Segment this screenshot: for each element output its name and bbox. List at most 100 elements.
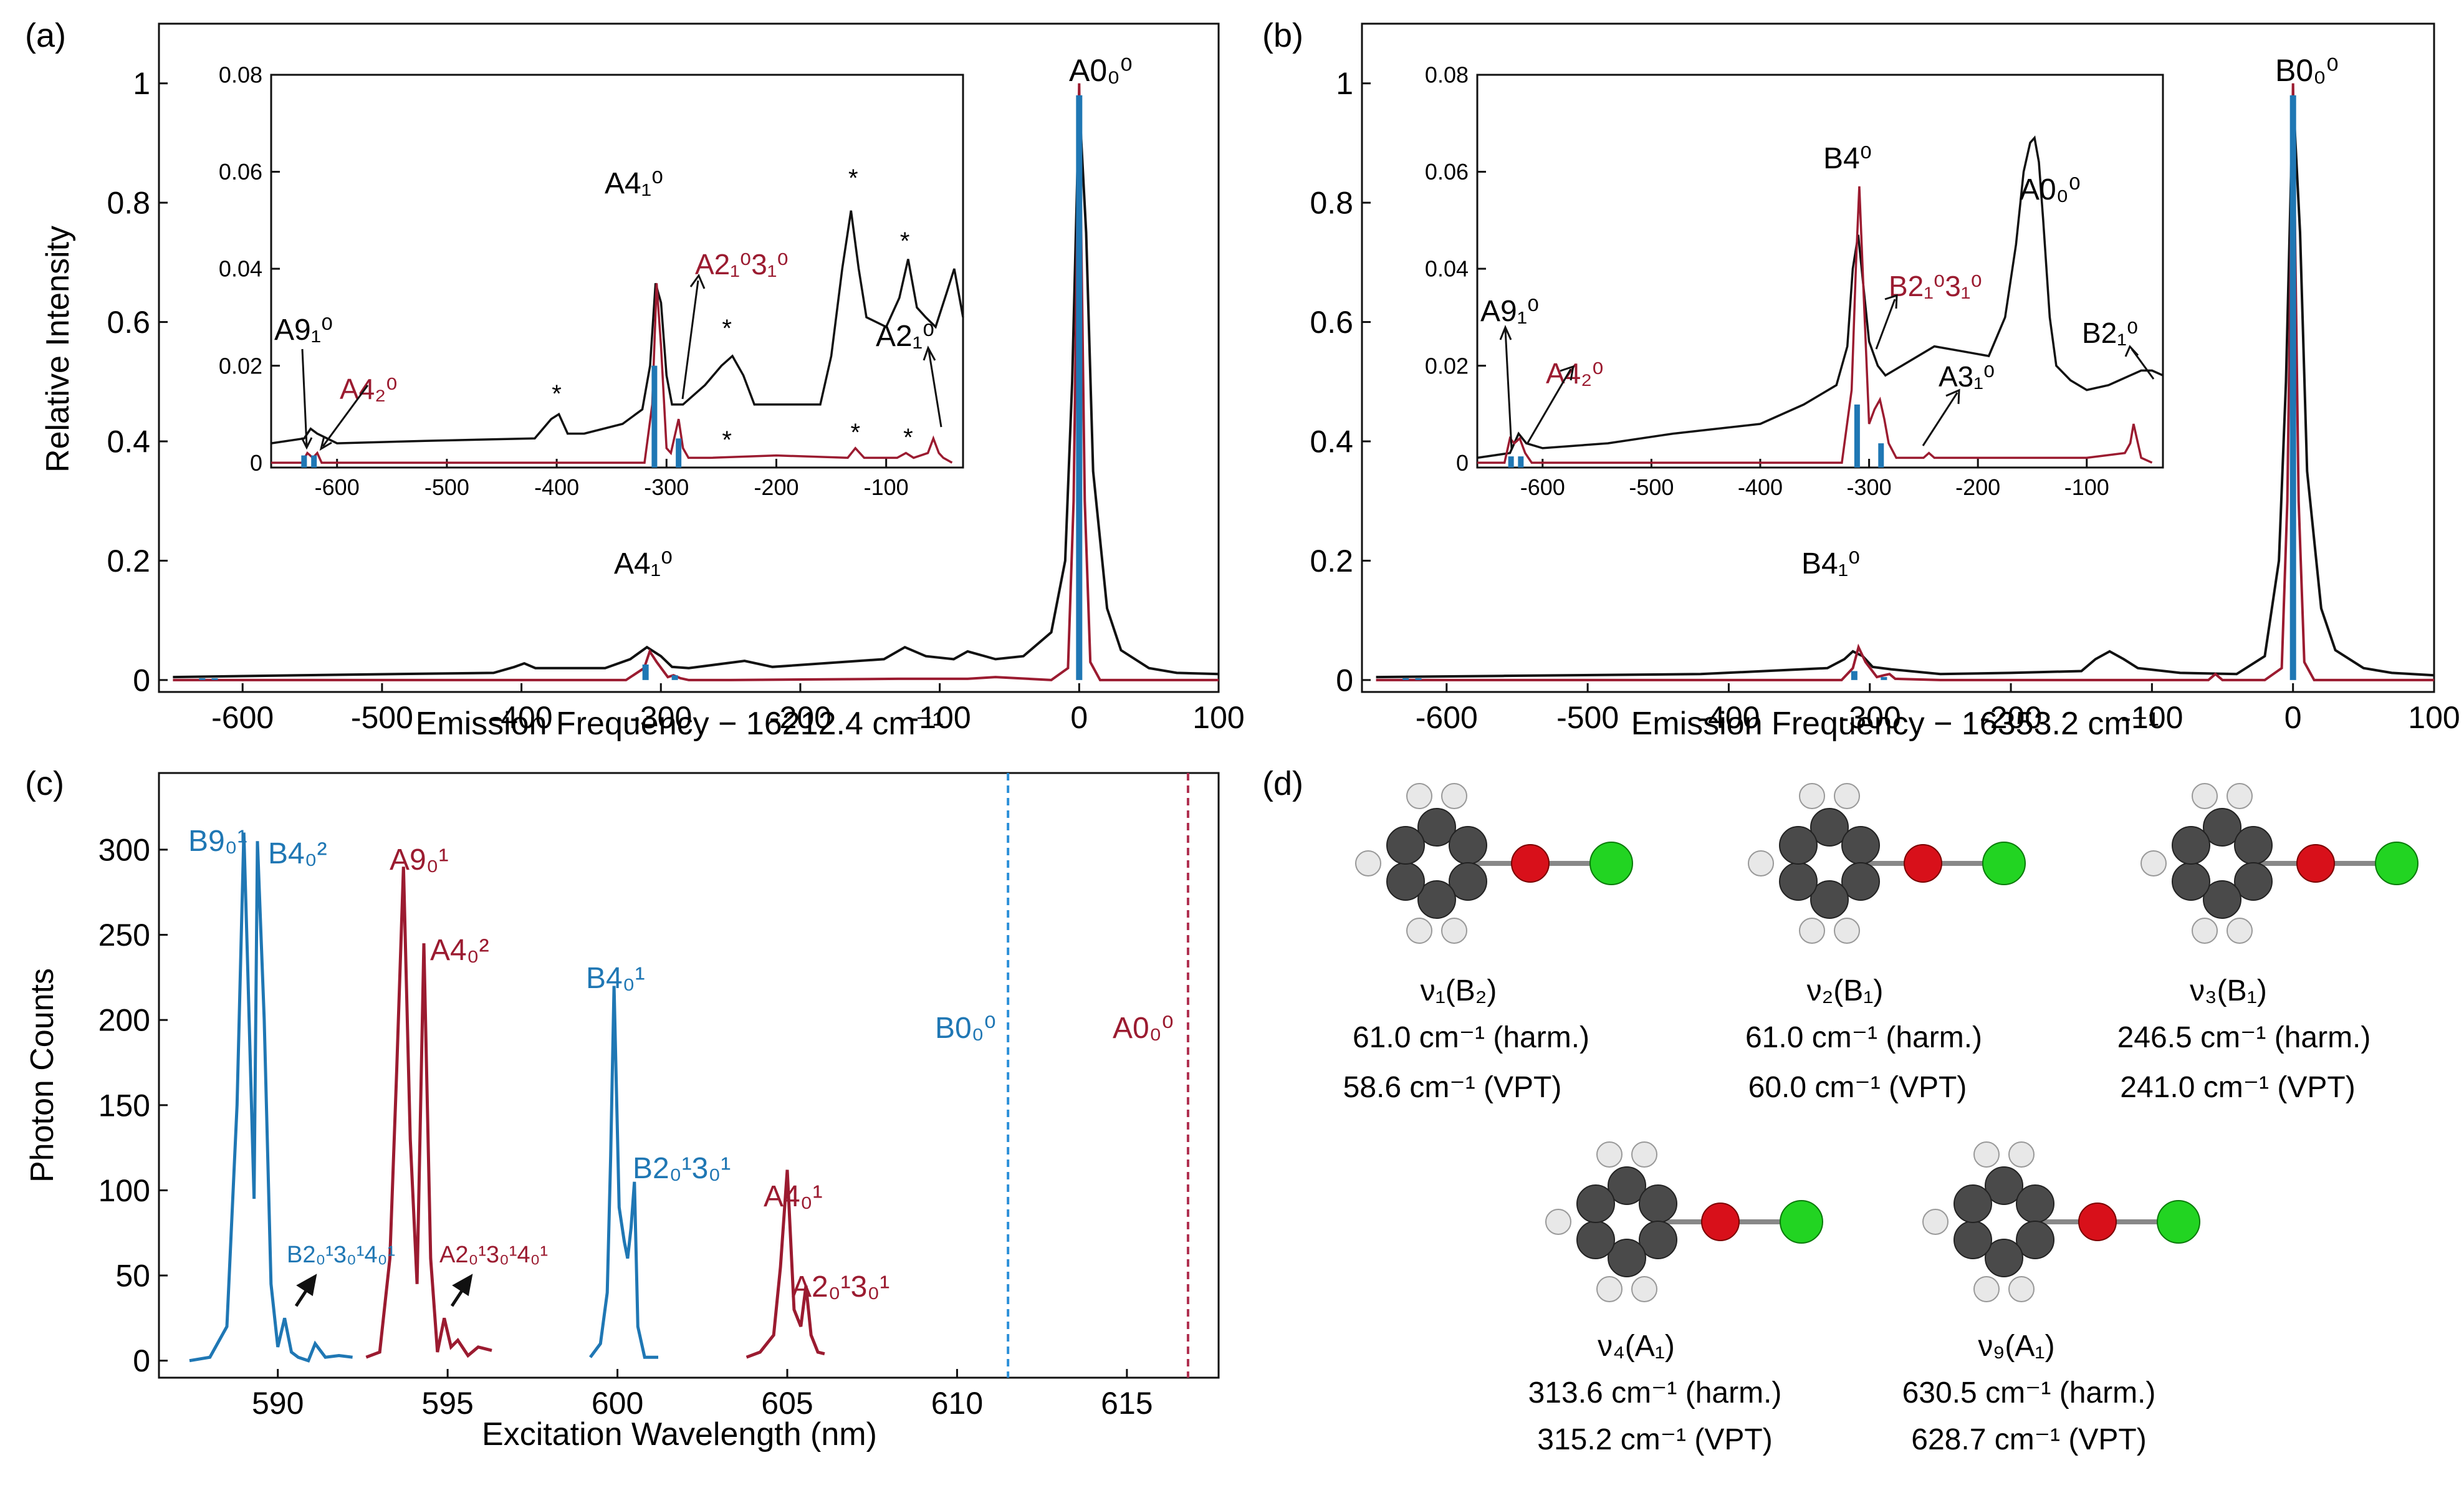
- panel-b-xtick-label: 0: [2284, 700, 2302, 735]
- c-label-b91: B9₀¹: [188, 825, 247, 858]
- panel-c-label: (c): [25, 765, 64, 802]
- chlorine-atom: [1780, 1200, 1823, 1244]
- carbon-atom: [2234, 862, 2273, 901]
- panel-b-inset-black-trace: [1477, 135, 2164, 459]
- panel-b-frame: [1361, 22, 2435, 693]
- chlorine-atom: [2375, 842, 2418, 885]
- panel-b-ytick-label: 1: [1336, 66, 1353, 101]
- panel-a-xtick-label: -200: [769, 700, 832, 735]
- panel-b-inset-xtick-label: -100: [2064, 474, 2109, 500]
- panel-c-ytick-label: 50: [115, 1259, 150, 1294]
- panel-b-ytick-label: 0.2: [1310, 544, 1353, 579]
- panel-c-ylabel: Photon Counts: [24, 968, 60, 1183]
- oxygen-atom: [1904, 844, 1942, 883]
- c-trace-a-band: [365, 867, 492, 1359]
- panel-a-inset-ytick-label: 0.08: [219, 62, 262, 88]
- carbon-atom: [1953, 1221, 1992, 1259]
- panel-a-inset-xtick-label: -400: [534, 474, 579, 500]
- mode2-vpt: 60.0 cm⁻¹ (VPT): [1748, 1071, 1967, 1104]
- panel-a-inset-ytick-label: 0.02: [219, 353, 262, 378]
- c-label-b00: B0₀⁰: [935, 1012, 996, 1045]
- panel-b-inset-xtick-label: -400: [1738, 474, 1783, 500]
- mode2-name: ν₂(B₁): [1807, 974, 1884, 1007]
- stick-marker: [1854, 404, 1860, 468]
- c-label-a234: A2₀¹3₀¹4₀¹: [439, 1242, 548, 1268]
- panel-a-inset-xtick-label: -100: [864, 474, 909, 500]
- panel-d-molecules: [1355, 783, 2418, 1302]
- molecule-3: [2140, 783, 2418, 944]
- carbon-atom: [1417, 880, 1456, 919]
- carbon-atom: [1449, 862, 1487, 901]
- mode2-harm: 61.0 cm⁻¹ (harm.): [1745, 1021, 1982, 1054]
- panel-b-xlabel: Emission Frequency − 16353.2 cm⁻¹: [1631, 706, 2159, 742]
- panel-a-ytick-label: 1: [133, 66, 150, 101]
- panel-b-xtick-label: -100: [2121, 700, 2183, 735]
- inset-a-star-annotations: * * * * * * *: [552, 165, 913, 454]
- panel-a-inset-xtick-label: -300: [644, 474, 689, 500]
- panel-b: -600 -500 -400 -300 -200 -100 0 100 0 0.2 0.4 0.6 0.…: [1310, 22, 2460, 742]
- inset-b-arrows: [1499, 294, 2155, 449]
- panel-b-inset-ytick-label: 0.08: [1425, 62, 1469, 88]
- panel-a: -600 -500 -400 -300 -200 -100 0 100 0 0.2 0.4 0.6 0.…: [40, 22, 1245, 742]
- panel-a-v4-label: A4₁⁰: [614, 547, 673, 580]
- panel-b-inset-frame: [1476, 74, 2164, 469]
- hydrogen-atom: [1834, 918, 1860, 944]
- carbon-atom: [2172, 862, 2210, 901]
- panel-c-ytick-label: 150: [98, 1088, 150, 1123]
- carbon-atom: [1810, 880, 1849, 919]
- carbon-atom: [1779, 826, 1818, 865]
- carbon-atom: [1608, 1166, 1646, 1205]
- hydrogen-atom: [1973, 1276, 2000, 1302]
- carbon-atom: [1985, 1239, 2023, 1277]
- stick-marker: [1881, 677, 1887, 680]
- panel-a-frame: [158, 22, 1220, 693]
- panel-b-ytick-label: 0.8: [1310, 186, 1353, 221]
- inset-a-arrows: [300, 273, 942, 451]
- hydrogen-atom: [2227, 918, 2253, 944]
- stick-marker: [311, 455, 317, 468]
- hydrogen-atom: [1631, 1141, 1657, 1168]
- panel-a-inset-xtick-label: -200: [754, 474, 798, 500]
- panel-c-xtick-label: 595: [421, 1386, 473, 1421]
- mode4-name: ν₄(A₁): [1598, 1330, 1675, 1363]
- panel-b-xtick-label: -500: [1556, 700, 1619, 735]
- stick-marker: [301, 455, 307, 468]
- carbon-atom: [2172, 826, 2210, 865]
- panel-b-v4-label: B4₁⁰: [1801, 547, 1860, 580]
- stick-marker: [211, 678, 218, 680]
- c-label-b234: B2₀¹3₀¹4₀¹: [287, 1242, 395, 1268]
- stick-marker: [1402, 678, 1409, 680]
- hydrogen-atom: [1596, 1141, 1623, 1168]
- c-trace-a4-band: [745, 1169, 825, 1359]
- panel-b-inset-xtick-label: -200: [1955, 474, 2000, 500]
- panel-b-xtick-label: -400: [1697, 700, 1760, 735]
- inset-b-v9-label: A9₁⁰: [1480, 295, 1539, 328]
- carbon-atom: [2203, 880, 2241, 919]
- carbon-atom: [2203, 808, 2241, 847]
- panel-a-xtick-label: 100: [1192, 700, 1244, 735]
- panel-a-inset-xtick-label: -500: [424, 474, 469, 500]
- c-trace-b4-band: [588, 986, 658, 1359]
- panel-a-inset-xtick-label: -600: [315, 474, 360, 500]
- molecule-5: [1922, 1141, 2200, 1302]
- panel-b-inset-ytick-label: 0.06: [1425, 159, 1469, 185]
- stick-marker: [642, 664, 649, 680]
- inset-a-star: *: [851, 419, 861, 446]
- hydrogen-atom: [1834, 783, 1860, 809]
- mode5-harm: 630.5 cm⁻¹ (harm.): [1902, 1376, 2156, 1409]
- hydrogen-atom: [1406, 783, 1432, 809]
- inset-a-star: *: [722, 315, 732, 342]
- panel-a-black-trace: [173, 101, 1219, 679]
- stick-marker: [2289, 95, 2296, 680]
- panel-b-ytick-label: 0.4: [1310, 425, 1353, 459]
- panel-d: ν₁(B₂) 61.0 cm⁻¹ (harm.) 58.6 cm⁻¹ (VPT)…: [1343, 783, 2418, 1456]
- c-label-b23: B2₀¹3₀¹: [633, 1152, 731, 1185]
- panel-b-inset-ytick-label: 0.02: [1425, 353, 1469, 378]
- inset-a-star: *: [848, 165, 858, 192]
- panel-a-inset-stick-markers: [301, 365, 682, 468]
- panel-c-frame: [158, 772, 1220, 1379]
- panel-a-inset: -600 -500 -400 -300 -200 -100 0 0.02 0.04 0.06 0.0…: [219, 62, 964, 500]
- panel-b-stick-markers: [1402, 95, 2296, 680]
- panel-a-xtick-label: -500: [351, 700, 413, 735]
